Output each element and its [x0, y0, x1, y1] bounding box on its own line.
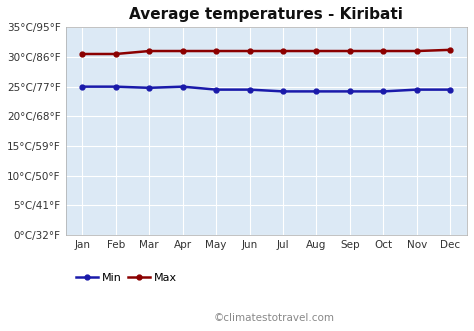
Max [314, 49, 319, 53]
Max [146, 49, 152, 53]
Min [113, 85, 118, 89]
Min [347, 89, 353, 93]
Min [213, 88, 219, 92]
Max [414, 49, 419, 53]
Max [280, 49, 286, 53]
Min [381, 89, 386, 93]
Max [113, 52, 118, 56]
Min [247, 88, 253, 92]
Max [347, 49, 353, 53]
Line: Max: Max [80, 47, 453, 56]
Min [180, 85, 185, 89]
Max [213, 49, 219, 53]
Min [280, 89, 286, 93]
Legend: Min, Max: Min, Max [71, 269, 182, 288]
Min [314, 89, 319, 93]
Line: Min: Min [80, 84, 453, 94]
Min [447, 88, 453, 92]
Max [447, 48, 453, 52]
Title: Average temperatures - Kiribati: Average temperatures - Kiribati [129, 7, 403, 22]
Max [180, 49, 185, 53]
Min [146, 86, 152, 90]
Min [414, 88, 419, 92]
Max [80, 52, 85, 56]
Min [80, 85, 85, 89]
Max [247, 49, 253, 53]
Text: ©climatestotravel.com: ©climatestotravel.com [213, 313, 334, 323]
Max [381, 49, 386, 53]
